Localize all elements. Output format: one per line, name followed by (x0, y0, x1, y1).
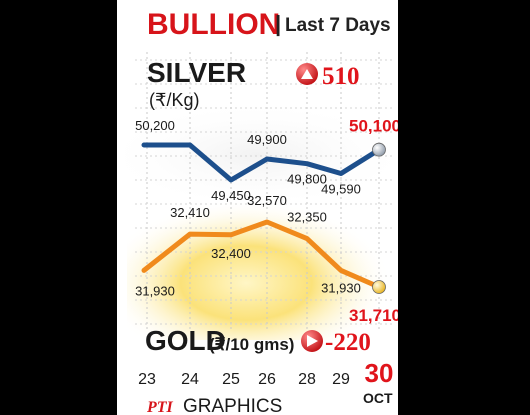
x-tick-label: 24 (181, 371, 199, 388)
silver-change: 510 (322, 63, 360, 90)
gold-data-label: 31,710 (349, 306, 398, 325)
gold-data-label: 31,930 (321, 280, 361, 295)
gold-data-label: 32,400 (211, 246, 251, 261)
gold-glow (127, 190, 392, 340)
silver-label: SILVER (147, 57, 246, 88)
chart-title: BULLION (147, 8, 280, 41)
gold-data-label: 31,930 (135, 283, 175, 298)
chart-subtitle: Last 7 Days (285, 15, 391, 36)
silver-data-label: 49,800 (287, 172, 327, 187)
pti-logo: PTI (146, 399, 174, 415)
right-arrow-icon (301, 330, 323, 352)
x-axis-month: OCT (363, 390, 393, 406)
gold-line (141, 219, 382, 290)
gold-data-label: 32,350 (287, 210, 327, 225)
gold-change: -220 (325, 329, 371, 356)
silver-data-label: 50,100 (349, 117, 398, 136)
credit-text: GRAPHICS (183, 396, 282, 415)
silver-data-label: 49,900 (247, 132, 287, 147)
x-tick-label: 28 (298, 371, 316, 388)
silver-data-label: 50,200 (135, 118, 175, 133)
silver-line (141, 142, 382, 183)
gold-data-label: 32,570 (247, 193, 287, 208)
gold-end-point (372, 280, 386, 294)
gold-unit: (₹/10 gms) (209, 335, 294, 354)
bullion-chart: BULLION | Last 7 Days SILVER (₹/Kg) 510 … (125, 8, 398, 415)
silver-data-label: 49,450 (211, 188, 251, 203)
x-tick-label: 26 (258, 371, 276, 388)
grid (135, 52, 392, 330)
gold-data-label: 32,410 (170, 205, 210, 220)
chart-panel: BULLION | Last 7 Days SILVER (₹/Kg) 510 … (117, 0, 398, 415)
up-arrow-icon (296, 63, 318, 85)
silver-glow (125, 110, 390, 200)
silver-data-label: 49,590 (321, 181, 361, 196)
x-tick-label: 30 (365, 358, 394, 388)
x-tick-label: 25 (222, 371, 240, 388)
silver-unit: (₹/Kg) (149, 90, 199, 110)
gold-label: GOLD (145, 325, 226, 356)
title-separator: | (275, 11, 281, 36)
x-axis: 23 24 25 26 28 29 30 (138, 358, 393, 388)
x-tick-label: 29 (332, 371, 350, 388)
x-tick-label: 23 (138, 371, 156, 388)
silver-end-point (372, 142, 386, 157)
